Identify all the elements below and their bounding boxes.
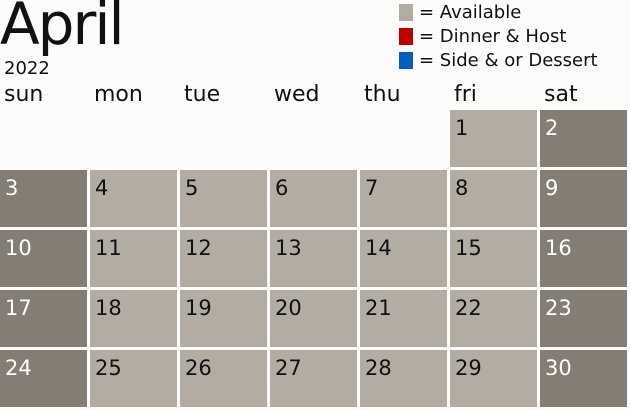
day-number: 15 [455, 236, 482, 260]
swatch-red [399, 27, 413, 45]
legend-label: = Available [419, 1, 522, 23]
day-cell-26[interactable]: 26 [180, 350, 267, 407]
day-number: 26 [185, 356, 212, 380]
weekday-header-wed: wed [274, 82, 320, 107]
day-cell-14[interactable]: 14 [360, 230, 447, 287]
day-number: 10 [5, 236, 32, 260]
day-number: 11 [95, 236, 122, 260]
weekday-header-sun: sun [4, 82, 44, 107]
day-cell-29[interactable]: 29 [450, 350, 537, 407]
day-number: 30 [545, 356, 572, 380]
day-cell-19[interactable]: 19 [180, 290, 267, 347]
day-number: 6 [275, 176, 289, 200]
day-cell-21[interactable]: 21 [360, 290, 447, 347]
day-cell-20[interactable]: 20 [270, 290, 357, 347]
day-cell-5[interactable]: 5 [180, 170, 267, 227]
day-number: 9 [545, 176, 559, 200]
day-number: 27 [275, 356, 302, 380]
day-number: 4 [95, 176, 109, 200]
day-cell-13[interactable]: 13 [270, 230, 357, 287]
day-cell-18[interactable]: 18 [90, 290, 177, 347]
day-cell-17[interactable]: 17 [0, 290, 87, 347]
day-cell-11[interactable]: 11 [90, 230, 177, 287]
legend-item-dinner: = Dinner & Host [399, 24, 598, 48]
day-cell-4[interactable]: 4 [90, 170, 177, 227]
day-number: 7 [365, 176, 379, 200]
day-cell-9[interactable]: 9 [540, 170, 627, 227]
day-cell-2[interactable]: 2 [540, 110, 627, 167]
day-cell-12[interactable]: 12 [180, 230, 267, 287]
day-cell-16[interactable]: 16 [540, 230, 627, 287]
day-number: 21 [365, 296, 392, 320]
day-number: 23 [545, 296, 572, 320]
legend-item-available: = Available [399, 0, 598, 24]
day-cell-25[interactable]: 25 [90, 350, 177, 407]
day-cell-7[interactable]: 7 [360, 170, 447, 227]
weekday-header-thu: thu [364, 82, 401, 107]
day-number: 14 [365, 236, 392, 260]
legend-label: = Dinner & Host [419, 25, 567, 47]
legend-label: = Side & or Dessert [419, 49, 598, 71]
day-cell-23[interactable]: 23 [540, 290, 627, 347]
year-label: 2022 [4, 58, 50, 79]
day-number: 5 [185, 176, 199, 200]
day-number: 8 [455, 176, 469, 200]
day-cell-6[interactable]: 6 [270, 170, 357, 227]
day-cell-22[interactable]: 22 [450, 290, 537, 347]
day-cell-28[interactable]: 28 [360, 350, 447, 407]
day-number: 2 [545, 116, 559, 140]
day-cell-27[interactable]: 27 [270, 350, 357, 407]
legend-item-side: = Side & or Dessert [399, 48, 598, 72]
day-number: 28 [365, 356, 392, 380]
day-number: 22 [455, 296, 482, 320]
day-number: 20 [275, 296, 302, 320]
day-cell-15[interactable]: 15 [450, 230, 537, 287]
day-number: 16 [545, 236, 572, 260]
day-cell-1[interactable]: 1 [450, 110, 537, 167]
legend: = Available = Dinner & Host = Side & or … [399, 0, 598, 72]
day-number: 1 [455, 116, 469, 140]
day-number: 29 [455, 356, 482, 380]
day-number: 3 [5, 176, 19, 200]
day-number: 19 [185, 296, 212, 320]
month-title: April [0, 0, 125, 58]
weekday-header-sat: sat [544, 82, 578, 107]
weekday-header-mon: mon [94, 82, 143, 107]
swatch-gray [399, 3, 413, 21]
day-cell-30[interactable]: 30 [540, 350, 627, 407]
day-number: 17 [5, 296, 32, 320]
day-number: 25 [95, 356, 122, 380]
day-number: 12 [185, 236, 212, 260]
day-cell-8[interactable]: 8 [450, 170, 537, 227]
day-cell-24[interactable]: 24 [0, 350, 87, 407]
swatch-blue [399, 51, 413, 69]
day-number: 24 [5, 356, 32, 380]
day-number: 18 [95, 296, 122, 320]
weekday-header-tue: tue [184, 82, 221, 107]
day-number: 13 [275, 236, 302, 260]
day-cell-3[interactable]: 3 [0, 170, 87, 227]
day-cell-10[interactable]: 10 [0, 230, 87, 287]
weekday-header-fri: fri [454, 82, 477, 107]
